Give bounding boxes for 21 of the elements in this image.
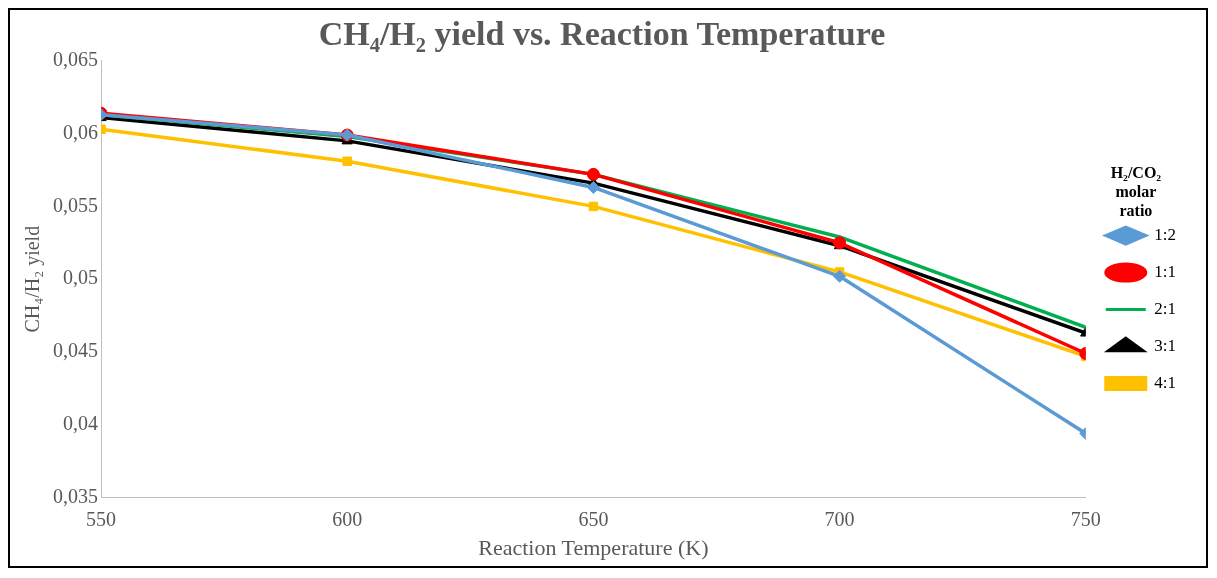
legend-label: 1:1 bbox=[1154, 262, 1177, 282]
x-axis-title: Reaction Temperature (K) bbox=[478, 534, 709, 560]
y-tick-label: 0,04 bbox=[63, 412, 98, 435]
legend-title: H₂/CO₂ molar ratio bbox=[1110, 164, 1162, 220]
y-tick-label: 0,045 bbox=[53, 339, 98, 362]
legend-label: 2:1 bbox=[1154, 299, 1177, 319]
legend-label: 1:2 bbox=[1154, 225, 1177, 245]
x-tick-label: 550 bbox=[86, 507, 116, 530]
x-tick-label: 600 bbox=[332, 507, 363, 530]
legend-label: 3:1 bbox=[1154, 336, 1177, 356]
y-tick-label: 0,035 bbox=[53, 484, 98, 507]
legend-label: 4:1 bbox=[1154, 373, 1177, 393]
x-tick-label: 750 bbox=[1070, 507, 1101, 530]
chart-title: CH₄/H₂ yield vs. Reaction Temperature bbox=[318, 15, 886, 53]
y-axis-title: CH₄/H₂ yield bbox=[21, 225, 45, 333]
x-tick-label: 650 bbox=[578, 507, 609, 530]
x-tick-label: 700 bbox=[824, 507, 855, 530]
y-tick-label: 0,055 bbox=[53, 193, 98, 216]
y-tick-label: 0,065 bbox=[53, 48, 98, 71]
y-tick-label: 0,05 bbox=[63, 266, 98, 289]
y-tick-label: 0,06 bbox=[63, 120, 98, 143]
